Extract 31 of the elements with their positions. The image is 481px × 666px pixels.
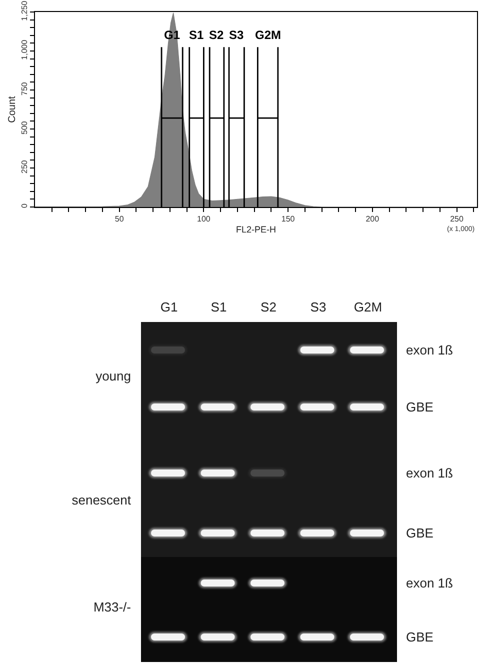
series-label: S3 [229,28,244,42]
category-label: exon 1ß [406,466,453,480]
y-tick-label: 250 [20,160,29,174]
y-axis-title: Count [6,96,18,123]
category-label: S1 [210,300,227,314]
x-tick-label: 200 [366,214,380,224]
series-label: G2M [255,28,282,42]
category-label: G2M [354,300,382,314]
category-label: GBE [406,630,434,644]
y-tick-label: 0 [20,203,29,208]
category-label: young [96,368,131,384]
y-tick-label: 500 [20,120,29,134]
x-axis-title: FL2-PE-H [236,224,276,234]
category-label: senescent [72,492,131,508]
series-label: S1 [189,28,204,42]
category-label: exon 1ß [406,576,453,590]
x-tick-label: 250 [450,214,464,224]
category-label: S2 [260,300,276,314]
x-tick-label: 100 [197,214,211,224]
category-label: G1 [160,300,178,314]
category-label: exon 1ß [406,342,453,358]
category-label: S3 [310,300,326,314]
y-tick-label: 1,000 [20,39,29,60]
y-tick-label: 1,250 [20,0,29,21]
y-tick-label: 750 [20,82,29,96]
x-tick-label: 150 [281,214,296,224]
category-label: GBE [406,526,434,540]
series-label: S2 [209,28,224,42]
x-tick-label: 50 [114,214,124,224]
category-label: GBE [406,400,434,414]
category-label: M33-/- [93,600,131,615]
